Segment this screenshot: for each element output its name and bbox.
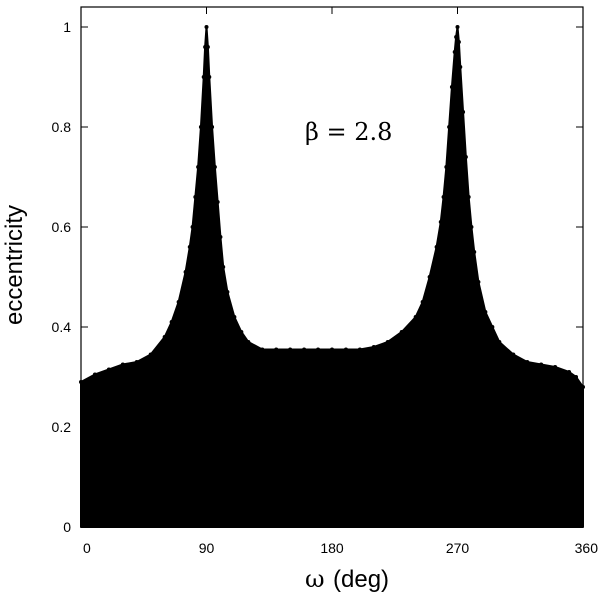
x-axis-label: ω (deg) [305, 565, 389, 593]
y-tick-label: 0.4 [52, 319, 72, 335]
x-tick-label: 0 [83, 540, 91, 556]
data-point [399, 330, 404, 334]
data-point [574, 375, 579, 379]
x-tick-label: 360 [575, 540, 599, 556]
data-point [490, 325, 495, 329]
data-point [497, 340, 502, 344]
data-point [239, 330, 244, 334]
data-point [196, 165, 201, 169]
data-point [205, 45, 210, 49]
data-point [316, 347, 321, 352]
data-point [525, 360, 530, 364]
data-point [447, 125, 452, 129]
data-point [201, 75, 206, 79]
data-point [466, 195, 471, 199]
data-point [198, 125, 203, 129]
data-point [120, 362, 125, 367]
data-point [187, 245, 192, 249]
chart-marks [79, 25, 585, 528]
data-point [232, 315, 237, 319]
data-point [169, 320, 174, 324]
data-point [193, 195, 198, 199]
data-point [452, 50, 457, 54]
data-point [357, 347, 362, 352]
data-point [463, 155, 468, 159]
data-point [553, 365, 558, 369]
data-point [455, 25, 460, 29]
data-point [539, 362, 544, 367]
data-point [176, 300, 181, 304]
y-tick-label: 0.2 [52, 419, 72, 435]
data-point [330, 347, 334, 352]
data-point [458, 65, 463, 69]
data-point [444, 165, 449, 169]
data-point [476, 280, 481, 284]
data-point [190, 225, 195, 229]
data-point [288, 347, 293, 352]
data-point [454, 35, 459, 39]
data-point [92, 372, 97, 377]
y-tick-label: 0 [63, 519, 71, 535]
data-point [260, 347, 265, 352]
data-point [225, 290, 230, 294]
data-point [343, 347, 348, 352]
data-point [483, 310, 488, 314]
x-tick-label: 180 [320, 540, 344, 556]
data-point [183, 270, 188, 274]
data-point [207, 75, 212, 79]
data-point [434, 245, 439, 249]
data-point [567, 370, 572, 374]
data-point [221, 265, 226, 269]
data-point [246, 340, 251, 344]
beta-annotation: β = 2.8 [305, 118, 392, 146]
data-point [203, 45, 208, 49]
x-tick-label: 90 [199, 540, 215, 556]
scatter-envelope [80, 26, 584, 528]
data-point [274, 347, 279, 352]
data-point [456, 40, 461, 44]
data-point [472, 250, 477, 254]
data-point [461, 110, 466, 114]
data-point [427, 275, 432, 279]
data-point [134, 360, 139, 364]
y-tick-label: 0.8 [52, 119, 72, 135]
data-point [441, 195, 446, 199]
y-axis-label: eccentricity [1, 205, 28, 325]
y-tick-label: 0.6 [52, 219, 72, 235]
data-point [511, 352, 516, 357]
x-tick-label: 270 [446, 540, 470, 556]
data-point [215, 200, 220, 204]
x-axis-label-unit: (deg) [333, 566, 389, 593]
data-point [162, 335, 167, 339]
data-point [218, 235, 223, 239]
data-point [148, 352, 153, 357]
data-point [302, 347, 307, 352]
data-point [371, 345, 376, 349]
data-point [204, 25, 209, 29]
data-point [212, 165, 217, 169]
data-point [385, 340, 390, 344]
data-point [106, 367, 111, 372]
data-point [413, 315, 418, 319]
data-point [469, 225, 474, 229]
data-point [438, 220, 443, 224]
axis-ticks: 0 90 180 270 360 0 0.2 0.4 0.6 0.8 1 [52, 7, 599, 556]
data-point [210, 125, 215, 129]
y-tick-label: 1 [63, 19, 71, 35]
data-point [420, 300, 425, 304]
data-point [449, 85, 454, 89]
x-axis-label-symbol: ω [305, 565, 325, 593]
